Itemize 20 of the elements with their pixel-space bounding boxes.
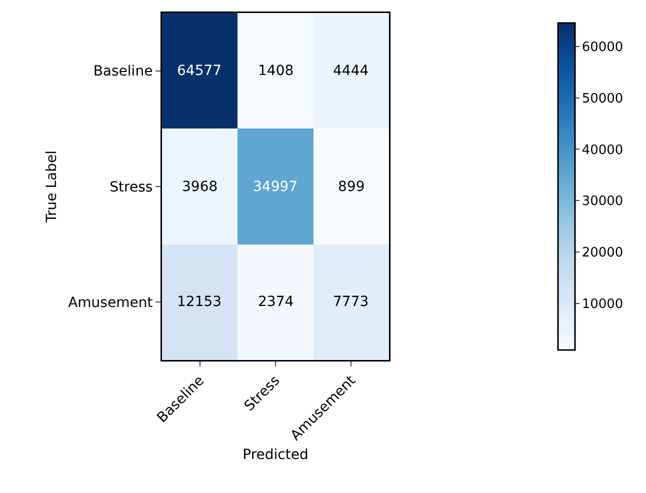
color-bar-label: 50000 — [582, 91, 624, 106]
y-tick-label: Stress — [110, 179, 153, 196]
color-bar-label: 10000 — [582, 296, 624, 312]
data-label: 4444 — [333, 63, 369, 79]
data-label: 64577 — [177, 63, 222, 79]
data-label: 3968 — [182, 179, 218, 195]
data-label: 7773 — [333, 294, 369, 310]
x-axis-title: Predicted — [242, 446, 308, 463]
data-label: 1408 — [258, 63, 294, 79]
color-bar-label: 60000 — [582, 40, 624, 56]
color-bar-label: 20000 — [582, 245, 624, 260]
color-bar-label: 30000 — [582, 194, 624, 210]
y-axis-title: True Label — [44, 150, 60, 224]
color-bar-label: 40000 — [582, 142, 624, 158]
y-tick-label: Amusement — [68, 295, 154, 312]
data-label: 34997 — [253, 179, 298, 195]
data-label: 899 — [338, 179, 365, 195]
data-label: 2374 — [258, 294, 294, 310]
data-label: 12153 — [177, 294, 222, 310]
y-tick-label: Baseline — [93, 64, 153, 80]
